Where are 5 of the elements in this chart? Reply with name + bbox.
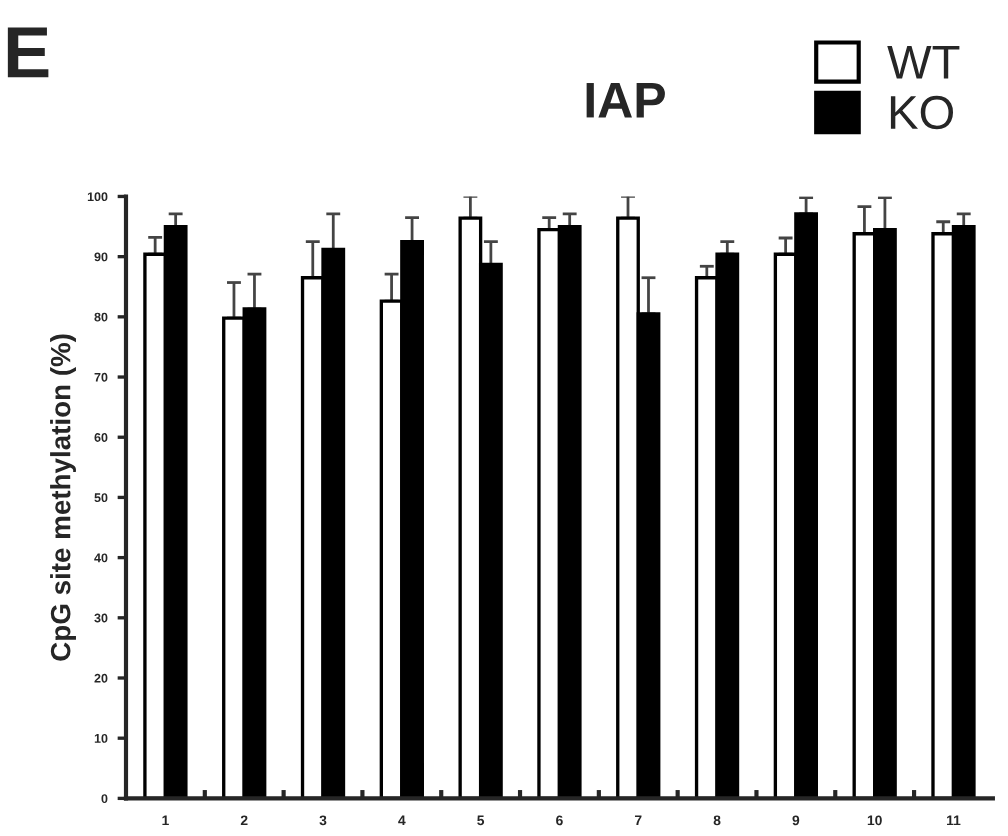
legend-label: KO bbox=[890, 95, 954, 130]
chart-title: IAP bbox=[586, 83, 665, 118]
legend-label: WT bbox=[887, 45, 960, 79]
y-axis-title: CpG site methylation (%) bbox=[50, 334, 76, 661]
text: E bbox=[7, 27, 49, 78]
